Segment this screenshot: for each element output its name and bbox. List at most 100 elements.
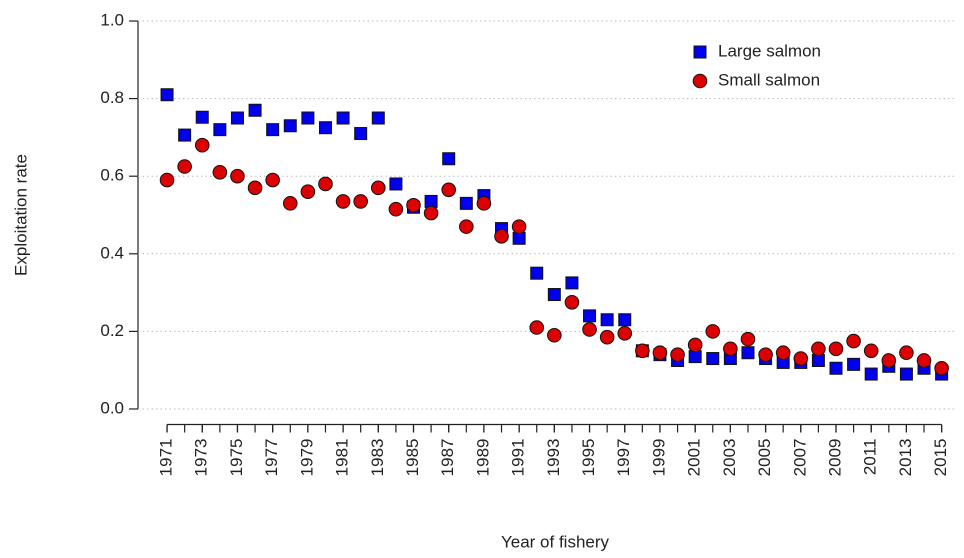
point [248,103,262,117]
x-tick-label: 1979 [297,439,316,477]
x-tick-label: 1993 [544,439,563,477]
point [811,341,826,357]
point [617,326,633,341]
point [529,320,545,335]
point [212,165,228,180]
point [687,337,703,353]
x-tick-label: 1995 [579,439,598,477]
point [829,361,843,375]
y-tick-label: 1.0 [100,11,124,30]
x-tick-label: 2003 [720,439,739,477]
point [194,137,210,153]
point [266,123,280,137]
x-axis-title: Year of fishery [501,532,610,551]
point [283,119,297,133]
point [511,219,527,234]
x-tick-label: 2009 [825,439,844,477]
x-tick-label: 1989 [473,439,492,477]
point [300,184,316,200]
point [318,121,332,135]
point [265,172,280,188]
point [318,176,333,192]
x-tick-label: 1973 [192,439,211,477]
point [583,309,597,323]
point [371,111,385,125]
x-tick-label: 1985 [403,439,422,477]
point [370,180,386,196]
point [459,196,473,210]
y-tick-label: 0.2 [100,321,124,340]
point [899,367,913,381]
point [459,219,474,234]
point [353,194,368,209]
point [160,88,174,102]
x-tick-label: 2007 [790,439,809,477]
x-tick-label: 1991 [509,439,528,477]
point [582,322,597,337]
point [811,353,825,367]
x-tick-label: 1971 [157,439,176,477]
point [494,229,509,244]
point [565,276,579,290]
point [688,350,702,364]
x-tick-label: 1983 [368,439,387,477]
y-tick-label: 0.6 [100,166,124,185]
point [916,353,932,368]
point [670,347,685,362]
point [864,367,878,381]
point [230,168,245,184]
point [177,159,192,174]
x-tick-label: 1975 [227,439,246,477]
point [476,196,492,211]
point [846,333,861,349]
point [758,347,773,362]
point [706,352,720,366]
point [934,360,949,376]
point [530,266,544,280]
point [282,196,298,211]
point [652,345,668,361]
point [847,357,861,371]
x-tick-label: 2015 [931,439,950,477]
y-tick-label: 0.0 [100,398,124,417]
point [442,152,456,166]
point [247,180,263,196]
point [599,329,615,345]
y-tick-label: 0.8 [100,88,124,107]
point [793,351,809,366]
point [512,231,526,245]
y-tick-label: 0.4 [100,243,124,262]
point [336,111,350,125]
point [899,345,914,361]
x-tick-label: 2013 [896,439,915,477]
point [230,111,244,125]
point [705,324,721,339]
x-tick-label: 1997 [614,439,633,477]
point [547,327,562,343]
point [424,194,438,208]
point [618,313,632,327]
legend-label: Large salmon [718,41,821,60]
x-tick-label: 1977 [262,439,281,477]
point [547,288,561,302]
point [195,110,209,124]
x-tick-label: 2001 [685,439,704,477]
point [863,343,879,359]
point [881,353,897,368]
x-tick-label: 1981 [333,439,352,477]
legend-marker [692,73,708,89]
point [441,182,457,198]
point [740,331,756,347]
point [600,313,614,327]
point [354,127,368,141]
y-axis-title: Exploitation rate [11,154,30,276]
point [723,341,738,357]
point [775,345,791,361]
point [159,172,175,188]
point [423,205,439,221]
point [741,346,755,360]
point [389,177,403,191]
x-tick-label: 1999 [649,439,668,477]
x-tick-label: 1987 [438,439,457,477]
